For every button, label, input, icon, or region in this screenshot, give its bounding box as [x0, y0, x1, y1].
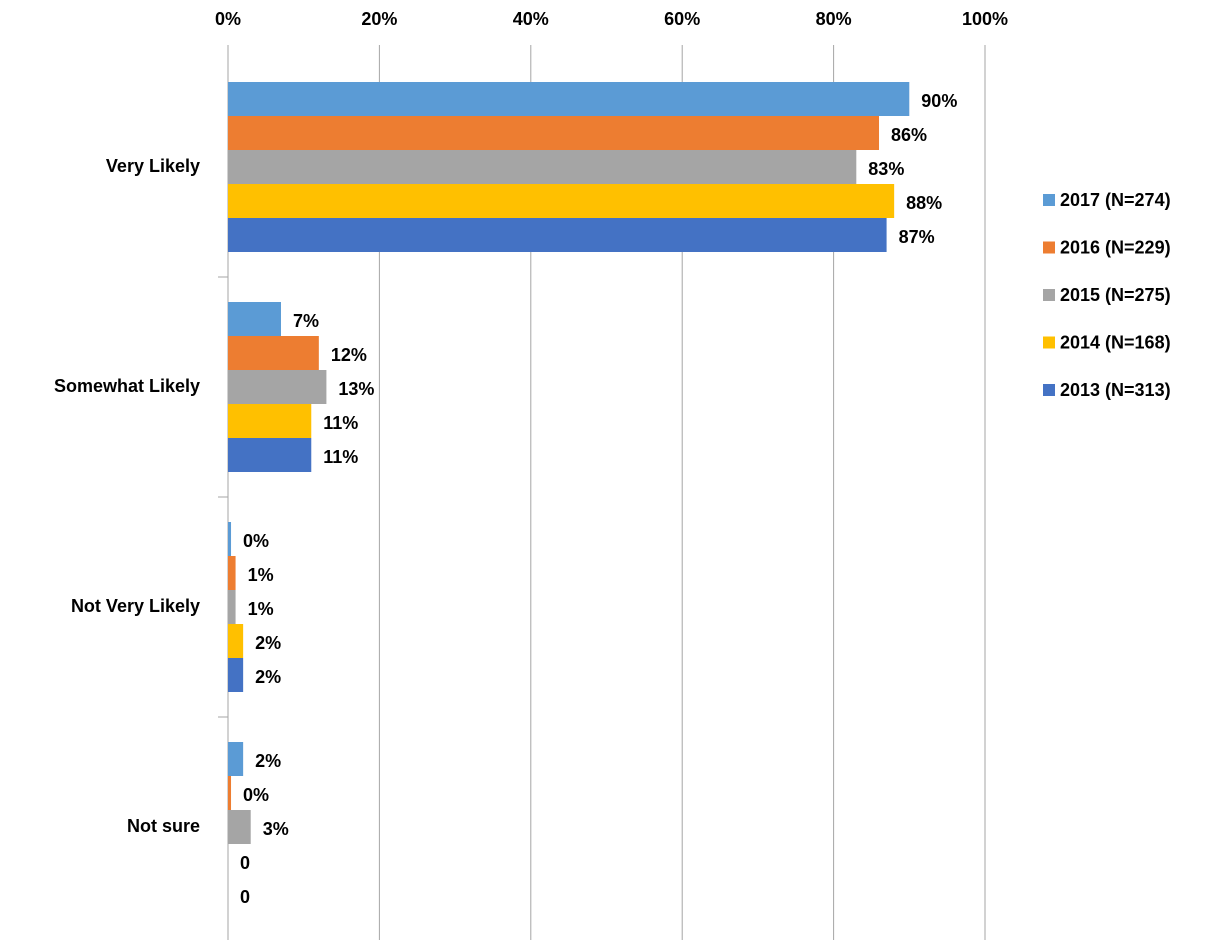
legend-label: 2017 (N=274)	[1060, 190, 1171, 210]
y-tick-label: Very Likely	[106, 156, 200, 176]
x-tick-label: 20%	[361, 9, 397, 29]
legend-swatch	[1043, 241, 1055, 254]
data-label: 7%	[293, 311, 319, 331]
legend-swatch	[1043, 289, 1055, 301]
data-label: 83%	[868, 159, 904, 179]
bar	[228, 810, 251, 844]
x-tick-label: 80%	[816, 9, 852, 29]
bar	[228, 776, 232, 810]
data-label: 90%	[921, 91, 957, 111]
data-label: 1%	[248, 565, 274, 585]
data-label: 0%	[243, 785, 269, 805]
bar	[228, 218, 887, 252]
x-tick-label: 60%	[664, 9, 700, 29]
data-label: 13%	[338, 379, 374, 399]
data-label: 11%	[323, 413, 358, 433]
data-label: 86%	[891, 125, 927, 145]
bar	[228, 336, 319, 370]
data-label: 88%	[906, 193, 942, 213]
data-label: 12%	[331, 345, 367, 365]
y-tick-label: Not sure	[127, 816, 200, 836]
legend-label: 2013 (N=313)	[1060, 380, 1171, 400]
bar	[228, 438, 312, 472]
data-label: 0	[240, 853, 250, 873]
data-label: 1%	[248, 599, 274, 619]
legend-label: 2015 (N=275)	[1060, 285, 1171, 305]
data-label: 87%	[899, 227, 935, 247]
bar	[228, 624, 244, 658]
bar	[228, 658, 244, 692]
x-tick-label: 0%	[215, 9, 241, 29]
legend-label: 2016 (N=229)	[1060, 237, 1171, 257]
bar	[228, 590, 236, 624]
legend-swatch	[1043, 384, 1055, 396]
x-tick-label: 40%	[513, 9, 549, 29]
data-label: 0%	[243, 531, 269, 551]
data-label: 11%	[323, 447, 358, 467]
bar	[228, 556, 236, 590]
y-tick-label: Not Very Likely	[71, 596, 200, 616]
legend-swatch	[1043, 336, 1055, 349]
data-label: 3%	[263, 819, 289, 839]
bar	[228, 522, 232, 556]
bar	[228, 404, 312, 438]
data-label: 2%	[255, 667, 281, 687]
bar	[228, 370, 327, 404]
data-label: 2%	[255, 633, 281, 653]
bar	[228, 116, 880, 150]
legend-label: 2014 (N=168)	[1060, 332, 1171, 352]
y-tick-label: Somewhat Likely	[54, 376, 200, 396]
bar	[228, 742, 244, 776]
bar	[228, 184, 895, 218]
data-label: 2%	[255, 751, 281, 771]
data-label: 0	[240, 887, 250, 907]
legend-swatch	[1043, 194, 1055, 206]
bar	[228, 150, 857, 184]
bar	[228, 82, 910, 116]
bar	[228, 302, 281, 336]
x-tick-label: 100%	[962, 9, 1008, 29]
